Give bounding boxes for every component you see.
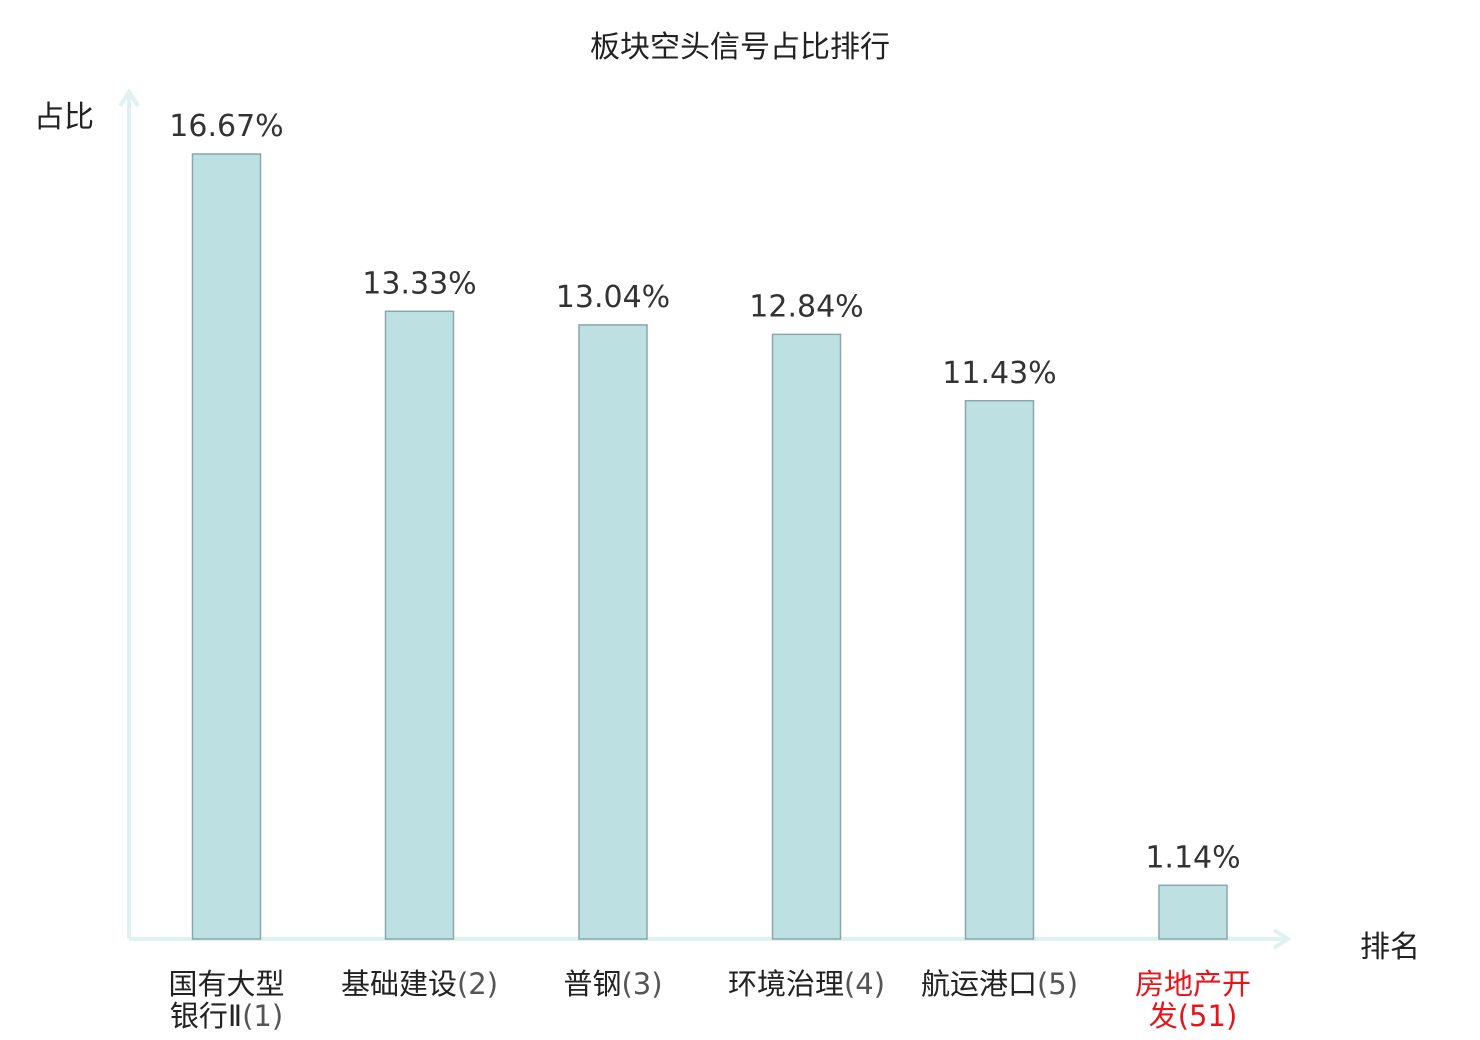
bar bbox=[964, 400, 1035, 940]
category-tick-label: 基础建设(2) bbox=[341, 967, 498, 1001]
data-label: 12.84% bbox=[749, 289, 863, 324]
bar bbox=[771, 333, 842, 940]
data-label: 11.43% bbox=[942, 356, 1056, 391]
data-label: 16.67% bbox=[169, 109, 283, 144]
category-tick-label: 国有大型银行Ⅱ(1) bbox=[168, 967, 284, 1033]
category-tick-label: 环境治理(4) bbox=[728, 967, 885, 1001]
x-axis-label: 排名 bbox=[1360, 930, 1420, 965]
category-tick-label: 房地产开发(51) bbox=[1135, 967, 1251, 1033]
data-label: 1.14% bbox=[1145, 840, 1240, 875]
bar bbox=[1158, 884, 1228, 940]
y-axis-label: 占比 bbox=[34, 100, 94, 135]
data-label: 13.04% bbox=[556, 280, 670, 315]
category-tick-label: 航运港口(5) bbox=[921, 967, 1078, 1001]
bar bbox=[384, 310, 455, 940]
data-label: 13.33% bbox=[362, 266, 476, 301]
bar bbox=[578, 324, 648, 940]
chart-title: 板块空头信号占比排行 bbox=[590, 30, 890, 65]
x-axis-arrow-icon bbox=[1272, 928, 1292, 950]
bar bbox=[191, 153, 262, 940]
y-axis-arrow-icon bbox=[118, 88, 140, 108]
category-tick-label: 普钢(3) bbox=[563, 967, 662, 1001]
